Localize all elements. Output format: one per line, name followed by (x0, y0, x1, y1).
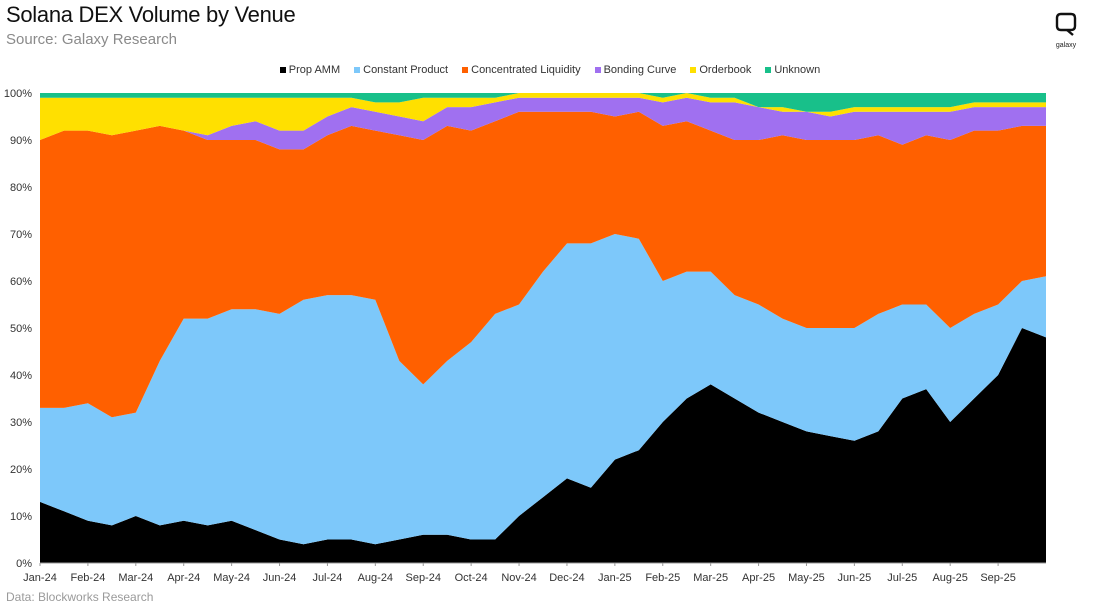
x-tick-label: Sep-25 (980, 572, 1015, 584)
legend-swatch (765, 67, 772, 73)
x-tick-label: Aug-25 (932, 572, 967, 584)
x-tick-label: May-24 (213, 572, 250, 584)
y-tick-label: 20% (10, 464, 32, 476)
area-concentrated-liquidity (40, 111, 1046, 418)
x-tick-label: Mar-24 (118, 572, 153, 584)
legend-swatch (594, 67, 601, 73)
x-tick-label: Jun-24 (263, 572, 297, 584)
y-axis: 0% 10% 20% 30% 40% 50% 60% 70% 80% 90% 100% (4, 88, 32, 570)
data-source-footer: Data: Blockworks Research (6, 590, 154, 604)
y-tick-label: 10% (10, 511, 32, 523)
x-tick-label: Sep-24 (405, 572, 440, 584)
galaxy-logo-text: galaxy (1055, 42, 1077, 49)
legend-label: Concentrated Liquidity (471, 64, 581, 76)
legend-label: Bonding Curve (603, 64, 677, 76)
y-tick-label: 60% (10, 276, 32, 288)
y-tick-label: 100% (4, 88, 32, 100)
area-constant-product (40, 234, 1046, 545)
area-layers (40, 93, 1046, 563)
legend-item-unknown: Unknown (765, 64, 820, 76)
x-tick-label: Nov-24 (501, 572, 536, 584)
legend-item-bonding-curve: Bonding Curve (594, 64, 677, 76)
x-tick-label: Apr-24 (167, 572, 200, 584)
x-tick-label: Oct-24 (455, 572, 488, 584)
legend-label: Unknown (774, 64, 821, 76)
legend-label: Constant Product (363, 64, 449, 76)
x-tick-label: Jan-25 (598, 572, 632, 584)
x-tick-label: Feb-24 (70, 572, 105, 584)
x-tick-label: Jul-25 (887, 572, 917, 584)
legend-label: Prop AMM (288, 64, 341, 76)
galaxy-logo-icon (1055, 12, 1077, 36)
y-tick-label: 90% (10, 135, 32, 147)
legend-item-constant-product: Constant Product (354, 64, 448, 76)
x-axis: Jan-24 Feb-24 Mar-24 Apr-24 May-24 Jun-24 Jul-… (23, 563, 1016, 584)
x-tick-label: Jan-24 (23, 572, 57, 584)
legend-swatch (354, 67, 361, 73)
area-prop-amm (40, 328, 1046, 563)
x-tick-label: Dec-24 (549, 572, 584, 584)
legend-item-concentrated-liquidity: Concentrated Liquidity (462, 64, 581, 76)
y-tick-label: 40% (10, 370, 32, 382)
chart-legend: Prop AMM Constant Product Concentrated Liq… (0, 64, 1100, 76)
y-tick-label: 30% (10, 417, 32, 429)
x-tick-label: Feb-25 (645, 572, 680, 584)
legend-swatch (462, 67, 469, 73)
x-tick-label: Jun-25 (838, 572, 872, 584)
area-unknown (40, 93, 1046, 112)
x-tick-label: Mar-25 (693, 572, 728, 584)
x-tick-label: Jul-24 (312, 572, 342, 584)
legend-swatch (279, 67, 286, 73)
y-tick-label: 50% (10, 323, 32, 335)
legend-item-orderbook: Orderbook (690, 64, 751, 76)
y-tick-label: 0% (16, 558, 32, 570)
legend-item-prop-amm: Prop AMM (279, 64, 341, 76)
legend-label: Orderbook (699, 64, 752, 76)
y-tick-label: 80% (10, 182, 32, 194)
galaxy-logo: galaxy (1046, 12, 1086, 49)
legend-swatch (690, 67, 697, 73)
x-tick-label: Aug-24 (358, 572, 393, 584)
x-tick-label: May-25 (788, 572, 825, 584)
chart-title: Solana DEX Volume by Venue (6, 2, 296, 27)
chart-subtitle: Source: Galaxy Research (6, 31, 177, 48)
x-tick-label: Apr-25 (742, 572, 775, 584)
area-orderbook (40, 93, 1046, 140)
area-bonding-curve (40, 97, 1046, 150)
y-tick-label: 70% (10, 229, 32, 241)
